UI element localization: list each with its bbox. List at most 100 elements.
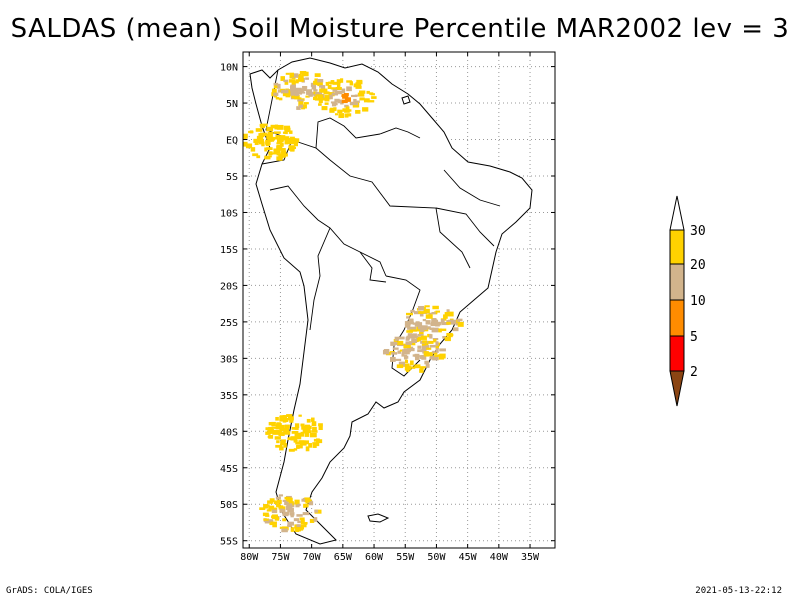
percentile-cell bbox=[275, 444, 283, 448]
percentile-cell bbox=[296, 514, 303, 517]
percentile-cell bbox=[397, 350, 402, 354]
lon-tick-label: 65W bbox=[334, 552, 353, 563]
percentile-cell bbox=[335, 86, 342, 90]
percentile-cell bbox=[268, 505, 275, 510]
percentile-cell bbox=[313, 80, 319, 86]
percentile-cell bbox=[425, 314, 433, 319]
percentile-cell bbox=[302, 429, 307, 434]
percentile-cell bbox=[313, 89, 318, 92]
percentile-cell bbox=[303, 104, 307, 109]
percentile-cell bbox=[298, 414, 302, 417]
percentile-cell bbox=[318, 425, 323, 431]
percentile-cell bbox=[287, 416, 294, 421]
percentile-cell bbox=[311, 417, 315, 422]
percentile-cell bbox=[399, 349, 404, 352]
percentile-cell bbox=[411, 338, 418, 344]
percentile-cell bbox=[293, 518, 300, 522]
percentile-cell bbox=[273, 500, 278, 505]
percentile-cell bbox=[391, 352, 398, 355]
percentile-cell bbox=[343, 93, 349, 96]
percentile-cell bbox=[420, 366, 426, 369]
percentile-cell bbox=[429, 344, 436, 348]
percentile-cell bbox=[431, 328, 439, 333]
percentile-cell bbox=[398, 336, 405, 340]
percentile-cell bbox=[404, 359, 408, 364]
percentile-cell bbox=[266, 147, 273, 151]
percentile-cell bbox=[275, 424, 280, 430]
percentile-cell bbox=[404, 351, 410, 355]
percentile-cell bbox=[337, 109, 343, 114]
percentile-cell bbox=[270, 152, 278, 155]
lat-tick-label: 15S bbox=[220, 245, 238, 256]
percentile-cell bbox=[273, 92, 279, 96]
percentile-cell bbox=[405, 341, 413, 345]
legend-top-triangle bbox=[669, 195, 685, 231]
lon-tick-label: 60W bbox=[365, 552, 384, 563]
percentile-cell bbox=[414, 355, 420, 361]
percentile-cell bbox=[417, 345, 422, 349]
percentile-cell bbox=[283, 153, 288, 157]
percentile-cell bbox=[405, 344, 411, 349]
percentile-cell bbox=[265, 139, 269, 145]
percentile-cell bbox=[243, 133, 248, 139]
percentile-cell bbox=[359, 90, 366, 94]
percentile-cell bbox=[345, 106, 350, 110]
percentile-cell bbox=[457, 321, 464, 327]
percentile-cell bbox=[305, 440, 309, 445]
percentile-cell bbox=[291, 73, 299, 78]
percentile-cell bbox=[302, 87, 307, 92]
percentile-cell bbox=[331, 92, 339, 96]
percentile-cell bbox=[423, 354, 429, 357]
percentile-cell bbox=[390, 341, 396, 346]
percentile-cell bbox=[320, 85, 326, 89]
percentile-cell bbox=[419, 313, 424, 317]
percentile-cell bbox=[297, 503, 301, 506]
percentile-cell bbox=[446, 321, 451, 325]
percentile-cell bbox=[411, 326, 417, 330]
percentile-cell bbox=[324, 102, 329, 105]
percentile-cell bbox=[317, 81, 323, 87]
percentile-cell bbox=[314, 509, 319, 513]
percentile-cell bbox=[287, 524, 292, 528]
percentile-cell bbox=[287, 497, 293, 502]
percentile-cell bbox=[298, 75, 304, 79]
percentile-cell bbox=[283, 431, 287, 435]
percentile-cell bbox=[414, 364, 421, 369]
lat-tick-label: 45S bbox=[220, 464, 238, 475]
percentile-cell bbox=[290, 84, 296, 89]
continent-layer bbox=[249, 57, 533, 545]
percentile-cell bbox=[327, 84, 332, 89]
percentile-cell bbox=[314, 98, 322, 101]
percentile-cell bbox=[334, 98, 340, 103]
percentile-cell bbox=[273, 82, 279, 86]
percentile-cell bbox=[317, 95, 324, 100]
percentile-cell bbox=[409, 333, 415, 339]
percentile-cell bbox=[394, 358, 402, 361]
percentile-cell bbox=[344, 97, 351, 102]
percentile-cell bbox=[315, 91, 323, 97]
percentile-cell bbox=[421, 342, 429, 347]
percentile-cell bbox=[329, 94, 333, 100]
percentile-cell bbox=[410, 366, 416, 369]
percentile-cell bbox=[405, 323, 411, 328]
percentile-cell bbox=[306, 89, 313, 93]
percentile-cell bbox=[398, 361, 406, 367]
percentile-cell bbox=[318, 423, 323, 427]
legend-label-5: 5 bbox=[690, 330, 698, 345]
percentile-cell bbox=[275, 496, 281, 500]
legend-box-20-30 bbox=[669, 229, 685, 265]
percentile-cell bbox=[287, 437, 292, 441]
percentile-cell bbox=[259, 135, 264, 140]
percentile-cell bbox=[444, 336, 451, 342]
percentile-cell bbox=[344, 95, 349, 100]
percentile-cell bbox=[243, 143, 247, 147]
legend-label-10: 10 bbox=[690, 294, 706, 309]
percentile-cell bbox=[440, 319, 445, 324]
percentile-cell bbox=[449, 319, 457, 325]
percentile-cell bbox=[279, 526, 287, 529]
percentile-cell bbox=[415, 322, 422, 325]
percentile-cell bbox=[270, 124, 276, 129]
percentile-cell bbox=[304, 430, 312, 434]
percentile-cell bbox=[354, 94, 359, 97]
lon-tick-label: 80W bbox=[240, 552, 259, 563]
